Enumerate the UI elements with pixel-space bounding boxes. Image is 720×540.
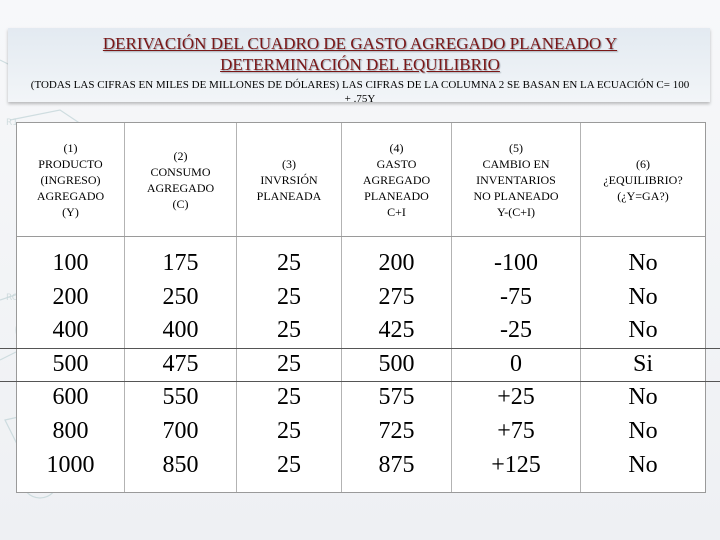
- table-cell: 475: [162, 350, 199, 377]
- table-cell: 850: [162, 451, 199, 478]
- table-cell: +25: [497, 384, 535, 411]
- table-cell: 25: [277, 250, 301, 276]
- page-title-line-1: DERIVACIÓN DEL CUADRO DE GASTO AGREGADO …: [102, 34, 618, 53]
- table-cell: Si: [632, 350, 653, 377]
- header-equilibrio: (6) ¿EQUILIBRIO? (¿Y=GA?): [603, 156, 683, 203]
- column-inventarios-values: -100 -75 -25 0 +25 +75 +125: [452, 247, 580, 482]
- table-cell: 800: [52, 417, 89, 444]
- table-cell: 250: [162, 283, 199, 310]
- column-consumo-values: 175 250 400 475 550 700 850: [125, 247, 236, 482]
- table-cell: No: [628, 250, 658, 276]
- table-cell: 500: [378, 350, 415, 377]
- table-cell: 25: [277, 283, 301, 310]
- table-cell: No: [628, 417, 658, 444]
- column-producto-values: 100 200 400 500 600 800 1000: [17, 247, 124, 482]
- table-cell: 175: [162, 250, 199, 276]
- column-divider: [580, 123, 581, 492]
- table-cell: No: [628, 451, 658, 478]
- table-cell: No: [628, 283, 658, 310]
- table-cell: 400: [52, 317, 89, 344]
- table-cell: 875: [378, 451, 415, 478]
- table-cell: 25: [277, 350, 301, 377]
- header-gasto: (4) GASTO AGREGADO PLANEADO C+I: [362, 140, 431, 219]
- table-subtitle: (TODAS LAS CIFRAS EN MILES DE MILLONES D…: [30, 79, 690, 105]
- table-cell: 1000: [46, 451, 95, 478]
- column-divider: [236, 123, 237, 492]
- header-inventarios: (5) CAMBIO EN INVENTARIOS NO PLANEADO Y-…: [473, 140, 559, 219]
- table-cell: 400: [162, 317, 199, 344]
- table-cell: No: [628, 317, 658, 344]
- table-cell: 100: [52, 250, 89, 276]
- header-producto: (1) PRODUCTO (INGRESO) AGREGADO (Y): [36, 140, 105, 219]
- table-cell: 725: [378, 417, 415, 444]
- equilibrium-lower-line: [0, 381, 720, 382]
- table-cell: 600: [52, 384, 89, 411]
- table-cell: 550: [162, 384, 199, 411]
- table-cell: 200: [378, 250, 415, 276]
- column-divider: [341, 123, 342, 492]
- table-cell: -100: [494, 250, 538, 276]
- header-inversion: (3) INVRSIÓN PLANEADA: [256, 156, 322, 203]
- table-cell: No: [628, 384, 658, 411]
- table-cell: 500: [52, 350, 89, 377]
- table-cell: 425: [378, 317, 415, 344]
- column-gasto-values: 200 275 425 500 575 725 875: [342, 247, 451, 482]
- table-cell: 25: [277, 317, 301, 344]
- table-cell: 275: [378, 283, 415, 310]
- data-table: (1) PRODUCTO (INGRESO) AGREGADO (Y) (2) …: [16, 122, 706, 493]
- table-cell: 25: [277, 451, 301, 478]
- table-cell: 575: [378, 384, 415, 411]
- table-cell: 25: [277, 417, 301, 444]
- table-cell: +125: [491, 451, 541, 478]
- column-divider: [451, 123, 452, 492]
- table-cell: -75: [500, 283, 532, 310]
- table-cell: +75: [497, 417, 535, 444]
- table-cell: -25: [500, 317, 532, 344]
- column-divider: [124, 123, 125, 492]
- table-cell: 25: [277, 384, 301, 411]
- header-divider: [17, 236, 705, 237]
- header-consumo: (2) CONSUMO AGREGADO (C): [146, 148, 215, 211]
- table-cell: 200: [52, 283, 89, 310]
- equilibrium-upper-line: [0, 348, 720, 349]
- svg-text:RC: RC: [6, 293, 18, 303]
- svg-text:R1: R1: [6, 118, 18, 128]
- table-cell: 0: [510, 350, 522, 377]
- column-equilibrio-values: No No No Si No No No: [581, 247, 705, 482]
- title-banner: [8, 28, 710, 102]
- page-title-line-2: DETERMINACIÓN DEL EQUILIBRIO: [220, 55, 500, 74]
- column-inversion-values: 25 25 25 25 25 25 25: [237, 247, 341, 482]
- table-cell: 700: [162, 417, 199, 444]
